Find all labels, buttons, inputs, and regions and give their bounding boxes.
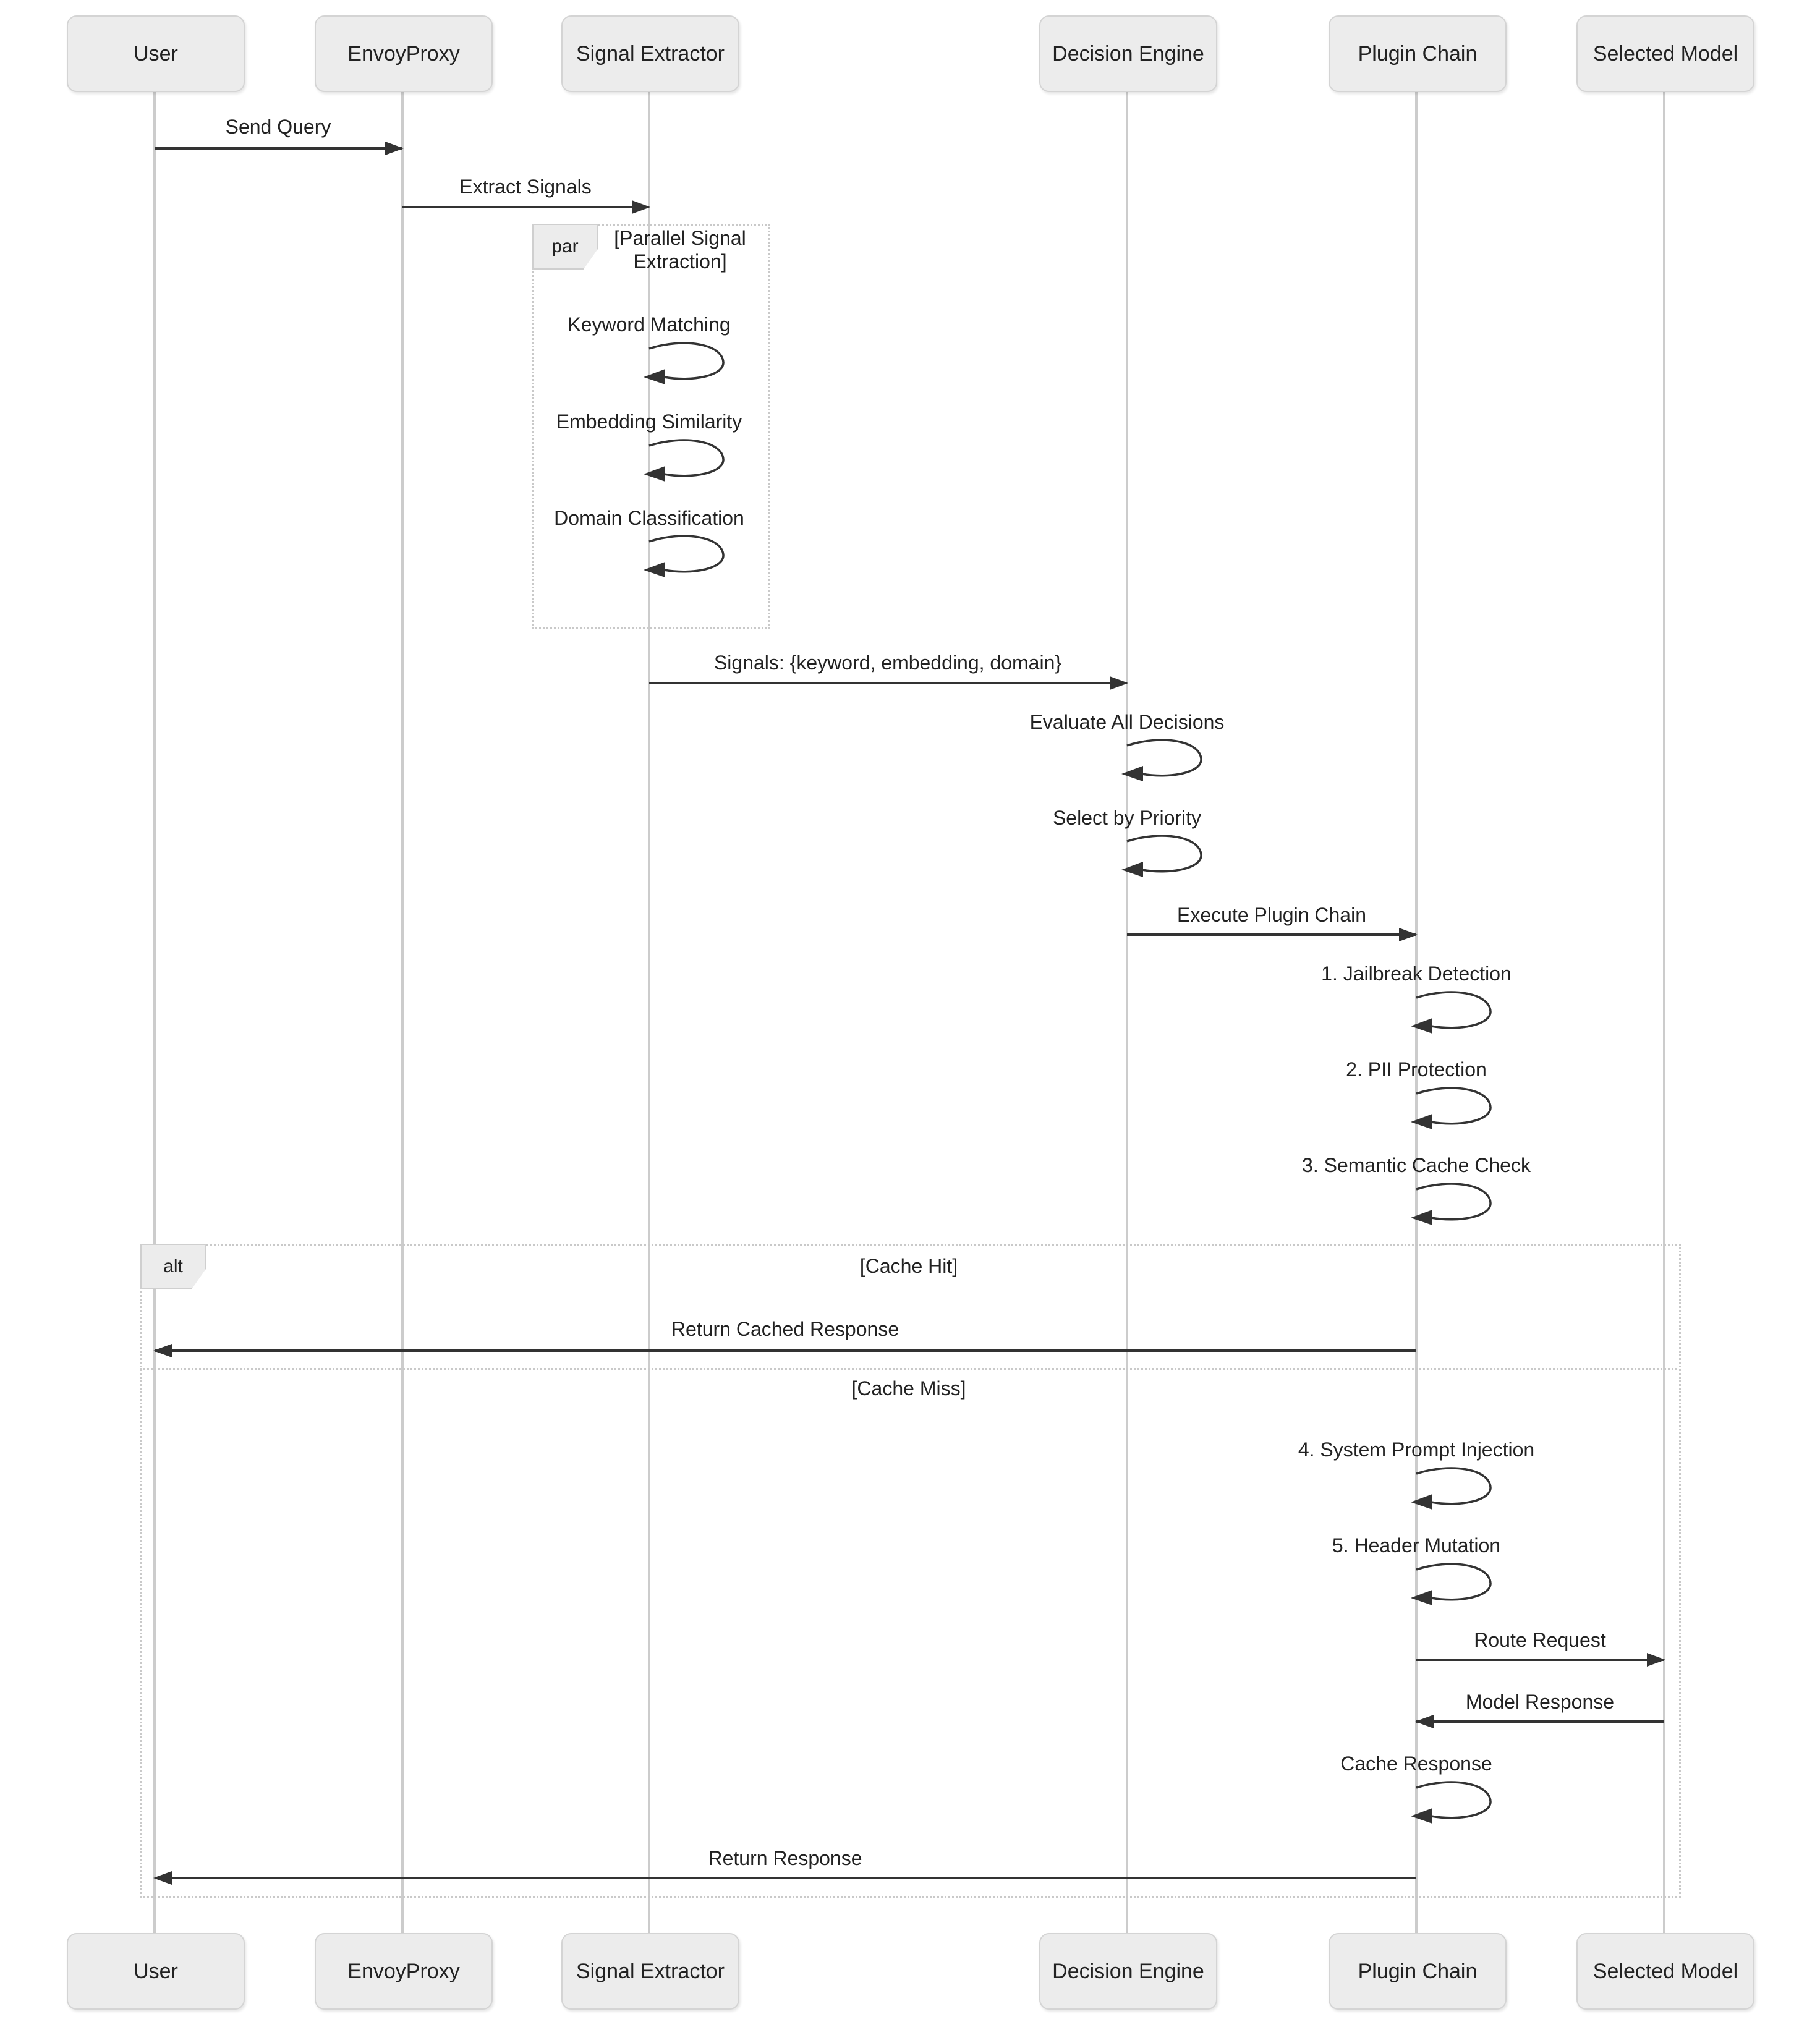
self-loop-arrow-icon <box>1121 835 1202 877</box>
lifeline-decision-engine <box>1126 90 1128 1933</box>
actor-user-label: User <box>134 41 178 66</box>
message-domain-classification-label: Domain Classification <box>554 507 744 529</box>
message-return-response-arrow <box>153 1871 1416 1885</box>
actor-envoyproxy-label: EnvoyProxy <box>347 41 460 66</box>
actor-selected-model-top: Selected Model <box>1576 15 1754 92</box>
alt-case-cache-miss: [Cache Miss] <box>851 1377 966 1400</box>
message-signals-arrow <box>649 676 1128 690</box>
actor-plugin-chain-label: Plugin Chain <box>1358 41 1478 66</box>
par-frame-label: par <box>532 224 598 270</box>
actor-user-label: User <box>134 1959 178 1983</box>
lifeline-plugin-chain <box>1415 90 1418 1933</box>
message-return-response-label: Return Response <box>708 1847 862 1869</box>
actor-selected-model-label: Selected Model <box>1593 41 1738 66</box>
message-cache-response-label: Cache Response <box>1340 1752 1492 1775</box>
actor-signal-extractor-label: Signal Extractor <box>576 1959 725 1983</box>
actor-user-top: User <box>67 15 245 92</box>
actor-signal-extractor-bottom: Signal Extractor <box>561 1933 739 2010</box>
message-signals-label: Signals: {keyword, embedding, domain} <box>713 652 1062 674</box>
message-model-response-arrow <box>1415 1715 1664 1728</box>
actor-selected-model-bottom: Selected Model <box>1576 1933 1754 2010</box>
message-system-prompt-injection-label: 4. System Prompt Injection <box>1298 1438 1535 1461</box>
alt-frame <box>140 1244 1681 1898</box>
arrowhead-left-icon <box>153 1871 172 1885</box>
arrowhead-right-icon <box>1110 676 1128 690</box>
actor-selected-model-label: Selected Model <box>1593 1959 1738 1983</box>
message-select-by-priority-label: Select by Priority <box>1052 807 1202 829</box>
arrowhead-left-icon <box>153 1344 172 1357</box>
self-loop-arrow-icon <box>1411 1781 1492 1824</box>
arrowhead-right-icon <box>1647 1653 1665 1667</box>
message-semantic-cache-check-label: 3. Semantic Cache Check <box>1302 1154 1531 1176</box>
message-evaluate-all-decisions-label: Evaluate All Decisions <box>1029 711 1225 733</box>
arrowhead-left-icon <box>1415 1715 1434 1728</box>
self-loop-arrow-icon <box>1411 1467 1492 1510</box>
message-return-cached-response-label: Return Cached Response <box>671 1318 899 1340</box>
message-model-response-label: Model Response <box>1465 1691 1615 1713</box>
actor-plugin-chain-label: Plugin Chain <box>1358 1959 1478 1983</box>
self-loop-arrow-icon <box>1121 739 1202 781</box>
message-route-request-arrow <box>1416 1653 1665 1667</box>
message-extract-signals-arrow <box>402 200 650 214</box>
actor-decision-engine-bottom: Decision Engine <box>1039 1933 1217 2010</box>
actor-plugin-chain-bottom: Plugin Chain <box>1329 1933 1507 2010</box>
actor-decision-engine-top: Decision Engine <box>1039 15 1217 92</box>
arrowhead-right-icon <box>1399 928 1418 941</box>
actor-decision-engine-label: Decision Engine <box>1052 41 1204 66</box>
self-loop-arrow-icon <box>644 439 725 482</box>
alt-frame-label: alt <box>140 1244 206 1289</box>
message-execute-plugin-chain-label: Execute Plugin Chain <box>1177 904 1366 926</box>
par-frame <box>532 224 770 629</box>
message-return-cached-response-arrow <box>153 1344 1416 1357</box>
message-send-query-label: Send Query <box>225 116 331 138</box>
message-header-mutation-label: 5. Header Mutation <box>1332 1534 1501 1557</box>
message-pii-protection-label: 2. PII Protection <box>1346 1058 1487 1081</box>
message-embedding-similarity-label: Embedding Similarity <box>556 410 742 433</box>
message-keyword-matching-label: Keyword Matching <box>568 313 731 336</box>
lifeline-envoyproxy <box>401 90 404 1933</box>
arrowhead-right-icon <box>632 200 650 214</box>
par-frame-condition: [Parallel Signal Extraction] <box>614 227 746 273</box>
actor-plugin-chain-top: Plugin Chain <box>1329 15 1507 92</box>
actor-signal-extractor-label: Signal Extractor <box>576 41 725 66</box>
message-send-query-arrow <box>155 142 404 155</box>
self-loop-arrow-icon <box>644 535 725 577</box>
actor-envoyproxy-top: EnvoyProxy <box>315 15 493 92</box>
message-execute-plugin-chain-arrow <box>1127 928 1418 941</box>
lifeline-selected-model <box>1663 90 1665 1933</box>
self-loop-arrow-icon <box>1411 1563 1492 1605</box>
arrowhead-right-icon <box>385 142 404 155</box>
actor-envoyproxy-label: EnvoyProxy <box>347 1959 460 1983</box>
lifeline-user <box>153 90 156 1933</box>
self-loop-arrow-icon <box>1411 1183 1492 1225</box>
actor-user-bottom: User <box>67 1933 245 2010</box>
alt-case-cache-hit: [Cache Hit] <box>859 1255 958 1277</box>
message-route-request-label: Route Request <box>1474 1629 1606 1651</box>
self-loop-arrow-icon <box>644 342 725 384</box>
message-jailbreak-detection-label: 1. Jailbreak Detection <box>1321 962 1512 985</box>
alt-divider <box>140 1368 1677 1370</box>
actor-decision-engine-label: Decision Engine <box>1052 1959 1204 1983</box>
message-extract-signals-label: Extract Signals <box>459 176 592 198</box>
self-loop-arrow-icon <box>1411 1087 1492 1129</box>
actor-envoyproxy-bottom: EnvoyProxy <box>315 1933 493 2010</box>
actor-signal-extractor-top: Signal Extractor <box>561 15 739 92</box>
lifeline-signal-extractor <box>648 90 650 1933</box>
self-loop-arrow-icon <box>1411 991 1492 1034</box>
